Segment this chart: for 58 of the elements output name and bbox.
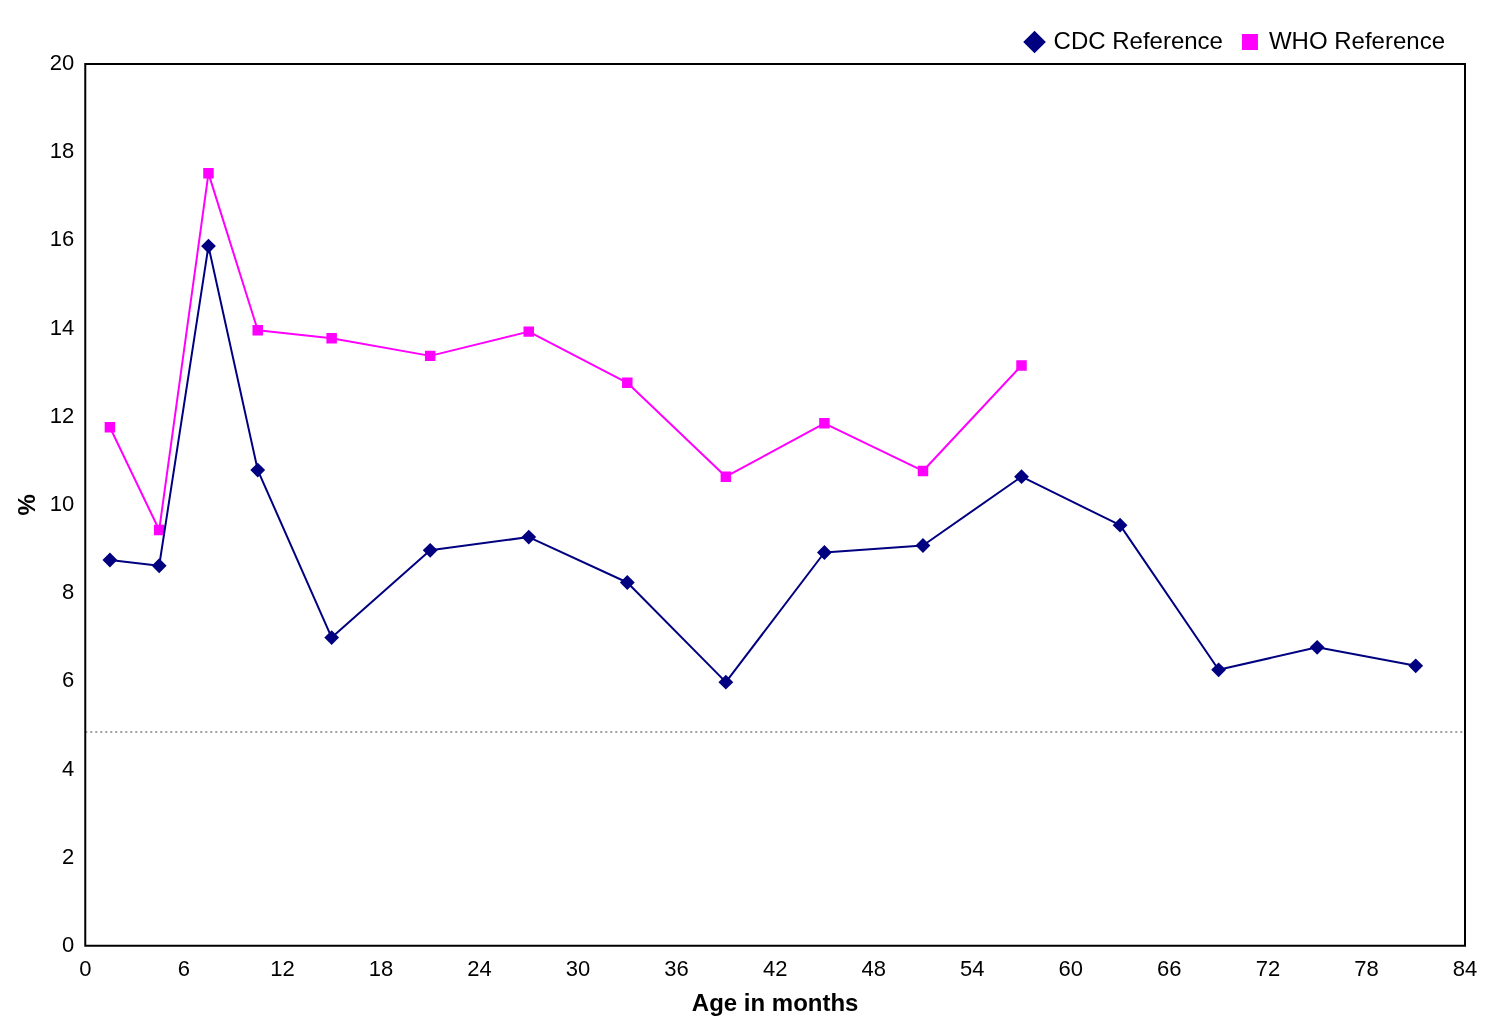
y-tick-label: 16 bbox=[49, 226, 75, 252]
y-tick-label: 2 bbox=[62, 843, 75, 869]
point bbox=[819, 418, 830, 429]
point bbox=[917, 465, 929, 477]
point bbox=[1211, 662, 1226, 677]
x-tick-label: 6 bbox=[177, 956, 190, 982]
x-tick-label: 84 bbox=[1452, 956, 1478, 982]
x-tick-label: 12 bbox=[270, 956, 295, 982]
point bbox=[153, 524, 165, 536]
y-tick-label: 18 bbox=[49, 138, 75, 164]
y-tick-label: 20 bbox=[49, 50, 75, 76]
x-tick-label: 72 bbox=[1255, 956, 1281, 982]
point bbox=[423, 543, 438, 558]
point bbox=[250, 463, 265, 478]
point bbox=[718, 675, 733, 690]
y-tick-label: 6 bbox=[62, 667, 75, 693]
point bbox=[523, 326, 534, 337]
x-tick-label: 54 bbox=[960, 956, 985, 982]
y-tick-label: 8 bbox=[62, 579, 75, 605]
x-tick-label: 66 bbox=[1157, 956, 1182, 982]
y-tick-label: 14 bbox=[49, 314, 75, 340]
point bbox=[1310, 640, 1325, 655]
point bbox=[521, 530, 536, 545]
y-tick-label: 4 bbox=[62, 755, 75, 781]
point bbox=[102, 553, 117, 568]
x-tick-label: 0 bbox=[79, 956, 92, 982]
point bbox=[1016, 360, 1027, 371]
x-tick-label: 42 bbox=[762, 956, 788, 982]
x-tick-label: 24 bbox=[467, 956, 492, 982]
y-tick-label: 10 bbox=[49, 490, 75, 516]
point bbox=[203, 168, 214, 179]
point bbox=[622, 377, 633, 389]
point bbox=[201, 239, 216, 254]
x-tick-label: 78 bbox=[1354, 956, 1379, 982]
point bbox=[324, 630, 339, 645]
x-tick-label: 30 bbox=[565, 956, 591, 982]
x-axis-title: Age in months bbox=[691, 989, 859, 1017]
y-tick-label: 0 bbox=[62, 931, 75, 957]
x-tick-label: 18 bbox=[368, 956, 394, 982]
y-axis-title: % bbox=[13, 494, 41, 516]
x-tick-label: 36 bbox=[664, 956, 689, 982]
point bbox=[817, 545, 832, 560]
x-tick-label: 48 bbox=[861, 956, 886, 982]
point bbox=[152, 558, 167, 573]
point bbox=[326, 333, 337, 344]
point bbox=[424, 350, 436, 362]
point bbox=[915, 538, 930, 553]
x-tick-label: 60 bbox=[1058, 956, 1084, 982]
point bbox=[252, 325, 263, 336]
point bbox=[1113, 518, 1128, 533]
point bbox=[1408, 658, 1423, 673]
legend-label: CDC Reference bbox=[1053, 26, 1223, 54]
point bbox=[1014, 469, 1029, 484]
point bbox=[720, 471, 732, 482]
point bbox=[104, 422, 116, 433]
legend-label: WHO Reference bbox=[1268, 26, 1446, 54]
y-tick-label: 12 bbox=[49, 402, 75, 428]
point bbox=[620, 575, 635, 590]
